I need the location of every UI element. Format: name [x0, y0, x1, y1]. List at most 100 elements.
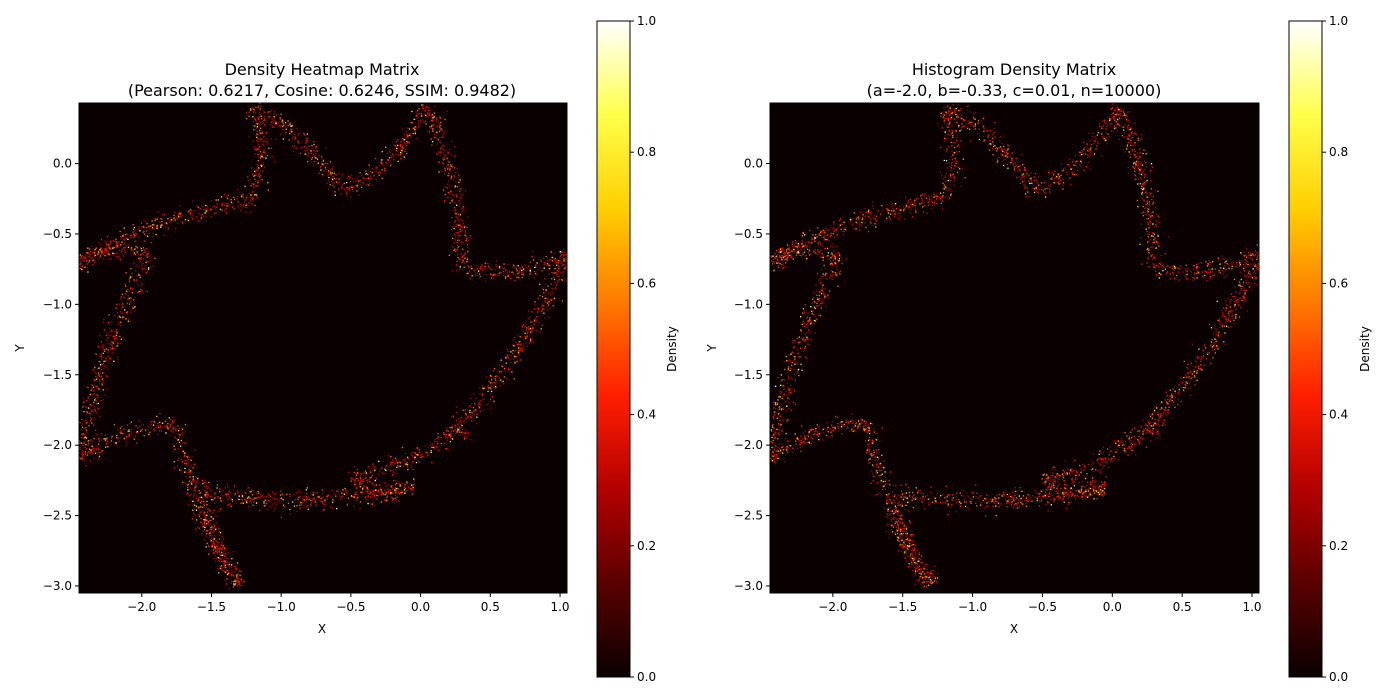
density-point — [365, 472, 367, 474]
density-point — [430, 119, 432, 122]
density-point — [213, 543, 215, 546]
density-point — [204, 521, 206, 523]
density-point — [393, 491, 395, 493]
density-point — [1205, 280, 1208, 282]
density-point — [343, 182, 345, 184]
density-point — [1211, 268, 1213, 270]
density-point — [255, 149, 257, 151]
density-point — [447, 153, 449, 155]
density-point — [1019, 178, 1021, 180]
density-point — [241, 493, 243, 495]
density-point — [388, 489, 390, 491]
density-point — [356, 477, 358, 480]
density-point — [1010, 162, 1012, 164]
density-point — [178, 457, 180, 460]
density-point — [190, 483, 193, 485]
density-point — [1172, 273, 1174, 275]
density-point — [989, 139, 991, 142]
density-point — [1095, 135, 1097, 137]
panel-density-heatmap: Density Heatmap Matrix (Pearson: 0.6217,… — [13, 14, 679, 684]
density-point — [128, 291, 130, 293]
density-point — [549, 267, 551, 270]
density-point — [116, 243, 118, 245]
density-point — [1172, 267, 1174, 269]
density-point — [166, 427, 168, 429]
density-point — [1089, 168, 1091, 170]
density-point — [956, 106, 959, 109]
density-point — [356, 486, 358, 488]
density-point — [308, 496, 311, 498]
density-point — [1245, 259, 1247, 261]
density-point — [137, 266, 139, 268]
density-point — [1154, 422, 1156, 424]
density-point — [112, 336, 114, 338]
density-point — [252, 173, 254, 176]
density-point — [212, 527, 214, 529]
density-point — [139, 230, 141, 232]
density-point — [178, 216, 180, 218]
density-point — [210, 528, 212, 531]
density-point — [466, 259, 468, 261]
density-point — [1173, 265, 1176, 268]
density-point — [565, 257, 567, 259]
density-point — [390, 456, 392, 458]
density-point — [279, 117, 281, 119]
density-point — [252, 490, 254, 492]
density-point — [97, 402, 99, 405]
density-point — [459, 190, 461, 192]
density-point — [1054, 177, 1056, 180]
density-point — [127, 424, 129, 426]
density-point — [386, 488, 389, 490]
density-point — [169, 426, 171, 428]
density-point — [194, 463, 196, 465]
density-point — [454, 220, 456, 222]
density-point — [95, 372, 97, 375]
density-point — [1207, 271, 1209, 274]
density-point — [213, 497, 216, 499]
density-point — [375, 489, 378, 492]
density-point — [1152, 235, 1154, 237]
density-point — [974, 128, 976, 130]
density-point — [431, 123, 433, 126]
density-point — [454, 238, 456, 240]
density-point — [1124, 114, 1126, 116]
density-point — [461, 193, 463, 196]
density-point — [1227, 312, 1229, 315]
density-point — [145, 255, 147, 257]
density-point — [195, 490, 197, 492]
density-point — [124, 246, 126, 248]
density-point — [255, 180, 257, 183]
density-point — [495, 260, 498, 262]
density-point — [263, 501, 265, 503]
density-point — [299, 132, 302, 134]
density-point — [256, 127, 258, 129]
density-point — [120, 235, 122, 237]
density-point — [360, 186, 363, 188]
density-point — [400, 145, 402, 147]
density-point — [394, 484, 396, 486]
density-point — [464, 254, 466, 256]
density-point — [353, 181, 355, 183]
density-point — [403, 156, 405, 158]
density-point — [294, 136, 297, 138]
density-point — [202, 509, 204, 511]
density-point — [321, 497, 323, 499]
density-point — [440, 124, 442, 126]
density-point — [999, 147, 1001, 149]
density-point — [1190, 271, 1193, 273]
density-point — [1151, 215, 1153, 217]
density-point — [530, 328, 532, 330]
density-point — [262, 140, 265, 142]
density-point — [289, 123, 291, 126]
density-point — [258, 111, 261, 113]
density-point — [241, 194, 243, 197]
density-point — [360, 478, 362, 480]
density-point — [94, 389, 96, 391]
density-point — [1211, 349, 1213, 351]
density-point — [353, 466, 355, 468]
density-point — [100, 250, 102, 252]
density-point — [1138, 163, 1140, 165]
density-point — [125, 444, 127, 447]
density-point — [550, 294, 552, 296]
density-point — [121, 241, 123, 243]
